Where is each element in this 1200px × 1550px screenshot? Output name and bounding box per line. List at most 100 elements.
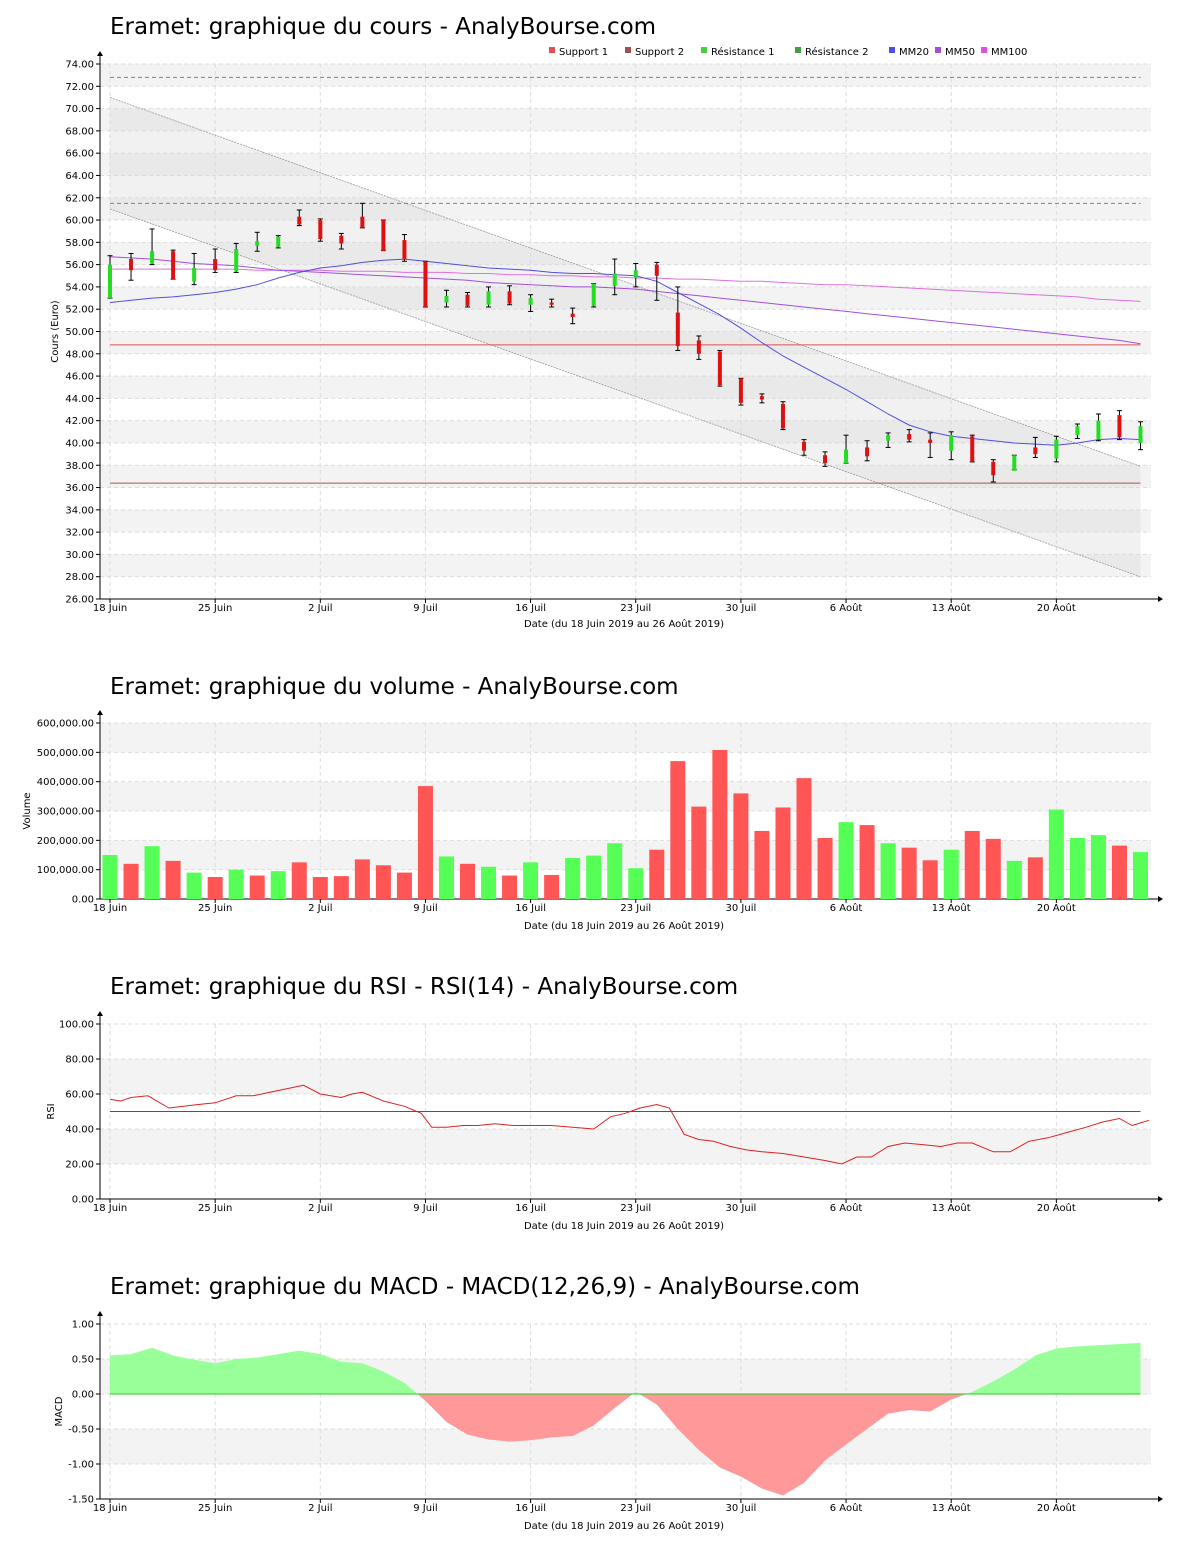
volume-bar <box>1132 852 1148 899</box>
volume-bar <box>628 868 644 899</box>
rsi-line <box>109 1084 1150 1165</box>
candle <box>907 434 912 440</box>
candle <box>255 241 260 246</box>
chart-title: Eramet: graphique du RSI - RSI(14) - Ana… <box>110 974 738 1000</box>
volume-bar <box>354 859 370 899</box>
x-tick-label: 30 Juil <box>726 603 757 614</box>
x-tick-label: 13 Août <box>932 602 971 614</box>
volume-bar <box>817 837 833 899</box>
volume-bar <box>228 869 244 899</box>
volume-bar <box>1069 837 1085 899</box>
volume-bar <box>901 847 917 899</box>
y-axis-arrow <box>97 1011 103 1016</box>
volume-bar <box>943 849 959 899</box>
volume-bar <box>207 877 223 899</box>
y-tick-label: 0.00 <box>72 895 94 906</box>
y-axis-label: RSI <box>46 1103 57 1119</box>
mm20-line <box>109 258 1141 446</box>
volume-bar <box>249 875 265 899</box>
x-axis-arrow <box>1158 1496 1163 1502</box>
grid-band <box>100 554 1151 577</box>
legend-swatch <box>889 47 895 53</box>
y-tick-label: 200,000.00 <box>37 836 94 847</box>
volume-bar <box>144 846 160 899</box>
candle <box>108 264 112 299</box>
panel-3: Eramet: graphique du MACD - MACD(12,26,9… <box>54 1274 1163 1532</box>
volume-bar <box>649 849 665 899</box>
chart-title: Eramet: graphique du cours - AnalyBourse… <box>110 14 656 40</box>
volume-bar <box>1111 845 1127 899</box>
x-tick-label: 25 Juin <box>198 1203 232 1214</box>
legend-swatch <box>549 47 555 53</box>
y-tick-label: 0.00 <box>72 1195 94 1206</box>
y-axis-label: Cours (Euro) <box>50 300 61 363</box>
legend-swatch <box>935 47 941 53</box>
y-tick-label: 20.00 <box>65 1160 94 1171</box>
volume-bar <box>186 872 202 899</box>
y-tick-label: 50.00 <box>65 327 94 338</box>
x-tick-label: 2 Juil <box>308 903 332 914</box>
y-tick-label: 500,000.00 <box>37 748 94 759</box>
volume-bar <box>586 855 602 899</box>
x-tick-label: 18 Juin <box>93 603 127 614</box>
candle <box>423 261 428 307</box>
grid-band <box>100 64 1151 87</box>
x-tick-label: 25 Juin <box>198 603 232 614</box>
macd-positive-area <box>633 1391 640 1394</box>
macd-negative-area <box>639 1394 967 1496</box>
grid-band <box>100 723 1151 753</box>
candle <box>570 313 575 318</box>
y-tick-label: 44.00 <box>65 394 94 405</box>
panel-0: Eramet: graphique du cours - AnalyBourse… <box>50 14 1163 630</box>
candle <box>213 259 218 271</box>
legend-label: MM50 <box>945 47 975 58</box>
candle <box>949 435 954 451</box>
y-tick-label: 0.50 <box>72 1355 94 1366</box>
y-tick-label: 62.00 <box>65 193 94 204</box>
volume-bar <box>523 862 539 899</box>
y-tick-label: 36.00 <box>65 483 94 494</box>
mm50-line <box>109 256 1141 345</box>
x-tick-label: 6 Août <box>830 602 863 614</box>
y-tick-label: 1.00 <box>72 1320 94 1331</box>
candle <box>507 291 512 304</box>
x-tick-label: 30 Juil <box>726 903 757 914</box>
candle <box>1054 439 1059 459</box>
legend-swatch <box>701 47 707 53</box>
candle <box>591 283 596 306</box>
y-tick-label: 48.00 <box>65 349 94 360</box>
y-tick-label: 100,000.00 <box>37 865 94 876</box>
x-tick-label: 16 Juil <box>515 903 546 914</box>
panel-2: Eramet: graphique du RSI - RSI(14) - Ana… <box>46 974 1163 1232</box>
x-tick-label: 13 Août <box>932 1202 971 1214</box>
candle <box>1012 455 1017 471</box>
candle <box>823 455 828 464</box>
volume-bar <box>859 825 875 899</box>
candle <box>1117 415 1122 438</box>
x-tick-label: 23 Juil <box>620 1503 651 1514</box>
y-tick-label: 54.00 <box>65 282 94 293</box>
grid-band <box>100 1059 1151 1094</box>
candle <box>612 273 617 286</box>
candle <box>865 447 870 457</box>
candle <box>696 340 701 354</box>
macd-positive-area <box>966 1342 1141 1394</box>
x-tick-label: 18 Juin <box>93 1503 127 1514</box>
y-tick-label: 52.00 <box>65 305 94 316</box>
y-tick-label: 100.00 <box>59 1020 94 1031</box>
volume-bar <box>880 843 896 899</box>
volume-bar <box>291 862 307 899</box>
y-axis-arrow <box>97 710 103 715</box>
y-tick-label: 40.00 <box>65 1125 94 1136</box>
volume-bar <box>502 875 518 899</box>
candle <box>1138 426 1143 443</box>
legend-label: Support 1 <box>559 47 608 58</box>
volume-bar <box>1006 860 1022 899</box>
x-axis-arrow <box>1158 896 1163 902</box>
y-tick-label: 600,000.00 <box>37 719 94 730</box>
candle <box>928 439 933 443</box>
volume-bar <box>544 874 560 899</box>
x-tick-label: 16 Juil <box>515 1503 546 1514</box>
volume-bar <box>460 863 476 899</box>
macd-negative-area <box>417 1394 634 1442</box>
